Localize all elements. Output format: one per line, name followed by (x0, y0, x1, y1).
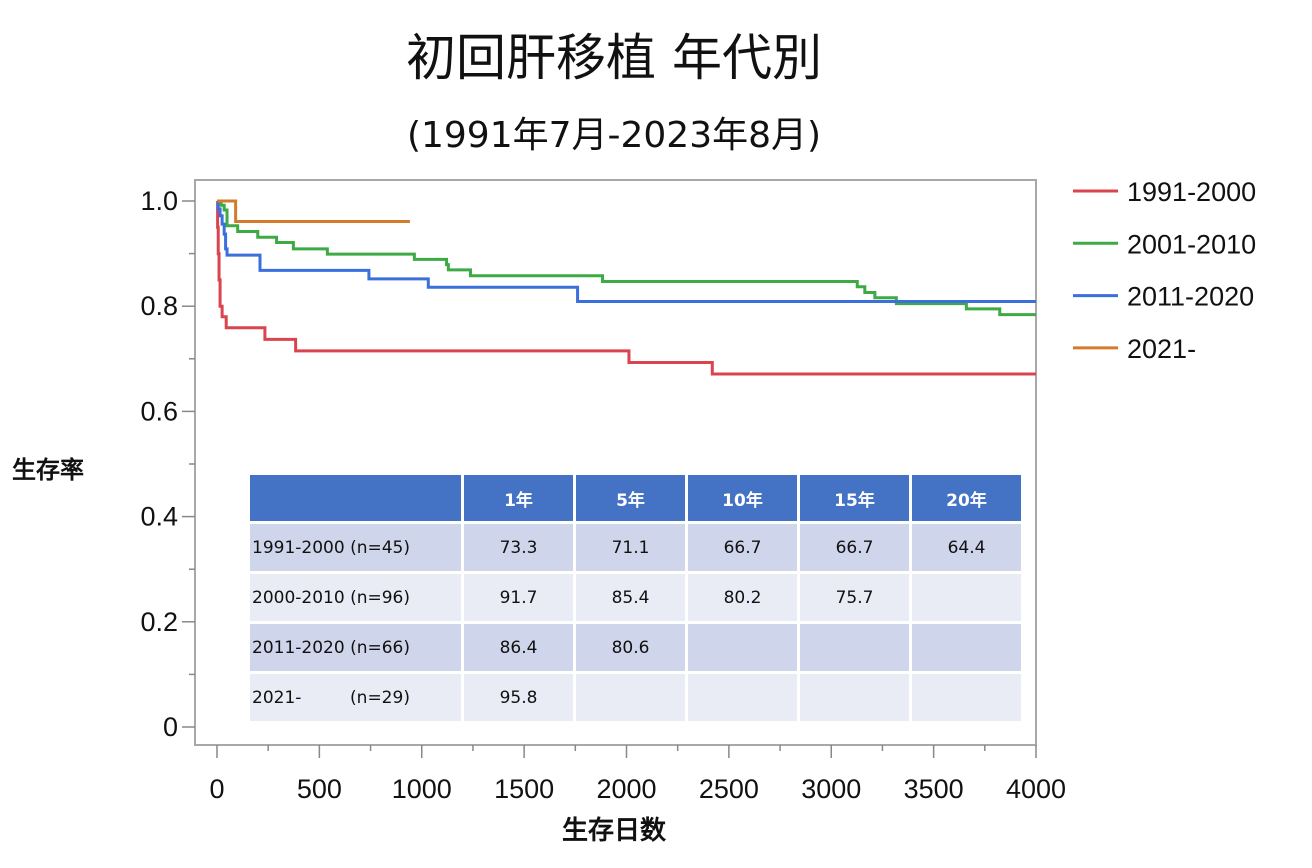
row-label: 2021- (n=29) (247, 671, 464, 724)
x-tick-label: 500 (297, 774, 342, 804)
y-tick-label: 0.4 (140, 502, 178, 532)
y-tick-label: 0.8 (140, 291, 178, 321)
row-label: 2011-2020 (n=66) (247, 621, 464, 674)
survival-value-cell: 64.4 (909, 521, 1024, 574)
table-header-cell: 5年 (573, 472, 688, 524)
row-label: 1991-2000 (n=45) (247, 521, 464, 574)
survival-value-cell: 85.4 (573, 571, 688, 624)
chart-subtitle: (1991年7月-2023年8月) (406, 115, 822, 156)
y-tick-label: 0 (163, 712, 178, 742)
survival-value-cell: 80.6 (573, 621, 688, 674)
legend-label: 1991-2000 (1127, 177, 1256, 207)
km-curve-2021- (217, 199, 410, 224)
survival-value-cell (909, 621, 1024, 674)
survival-value-cell (909, 571, 1024, 624)
y-axis-label: 生存率 (12, 456, 84, 484)
x-tick-label: 2000 (596, 774, 656, 804)
survival-value-cell: 91.7 (461, 571, 576, 624)
table-header-cell: 10年 (685, 472, 800, 524)
survival-value-cell: 71.1 (573, 521, 688, 574)
survival-rate-table: 1年 5年 10年 15年 20年 1991-2000 (n=45) 73.3 71.1 66.… (247, 472, 1024, 724)
x-tick-label: 1500 (494, 774, 554, 804)
row-label: 2000-2010 (n=96) (247, 571, 464, 624)
x-tick-label: 3000 (801, 774, 861, 804)
survival-value-cell: 86.4 (461, 621, 576, 674)
km-curve-2001-2010 (217, 199, 1036, 317)
chart-title: 初回肝移植 年代別 (406, 29, 822, 87)
survival-value-cell (685, 621, 800, 674)
survival-value-cell: 66.7 (797, 521, 912, 574)
table-row: 1991-2000 (n=45) 73.3 71.1 66.7 66.7 64.4 (247, 521, 1024, 574)
km-curve-1991-2000 (216, 199, 1036, 376)
x-tick-label: 0 (209, 774, 224, 804)
legend-label: 2001-2010 (1127, 229, 1256, 259)
survival-value-cell: 75.7 (797, 571, 912, 624)
legend-label: 2021- (1127, 334, 1196, 364)
x-tick-label: 4000 (1006, 774, 1066, 804)
y-tick-label: 0.2 (140, 607, 178, 637)
table-header-cell (247, 472, 464, 524)
x-tick-label: 3500 (904, 774, 964, 804)
plot-frame (194, 179, 1037, 746)
survival-value-cell (573, 671, 688, 724)
survival-value-cell (797, 621, 912, 674)
survival-value-cell: 80.2 (685, 571, 800, 624)
survival-value-cell (685, 671, 800, 724)
survival-value-cell: 73.3 (461, 521, 576, 574)
km-curve-2011-2020 (216, 199, 1036, 303)
table-header-cell: 20年 (909, 472, 1024, 524)
survival-value-cell: 95.8 (461, 671, 576, 724)
survival-value-cell (797, 671, 912, 724)
table-row: 2011-2020 (n=66) 86.4 80.6 (247, 621, 1024, 674)
survival-value-cell (909, 671, 1024, 724)
legend-label: 2011-2020 (1127, 282, 1254, 312)
x-tick-label: 2500 (699, 774, 759, 804)
y-tick-label: 0.6 (140, 396, 178, 426)
table-row: 2000-2010 (n=96) 91.7 85.4 80.2 75.7 (247, 571, 1024, 624)
survival-value-cell: 66.7 (685, 521, 800, 574)
x-axis-label: 生存日数 (561, 816, 666, 846)
table-header-cell: 1年 (461, 472, 576, 524)
table-row: 2021- (n=29) 95.8 (247, 671, 1024, 724)
x-tick-label: 1000 (392, 774, 452, 804)
y-tick-label: 1.0 (140, 186, 178, 216)
table-header-cell: 15年 (797, 472, 912, 524)
table-header-row: 1年 5年 10年 15年 20年 (247, 472, 1024, 524)
